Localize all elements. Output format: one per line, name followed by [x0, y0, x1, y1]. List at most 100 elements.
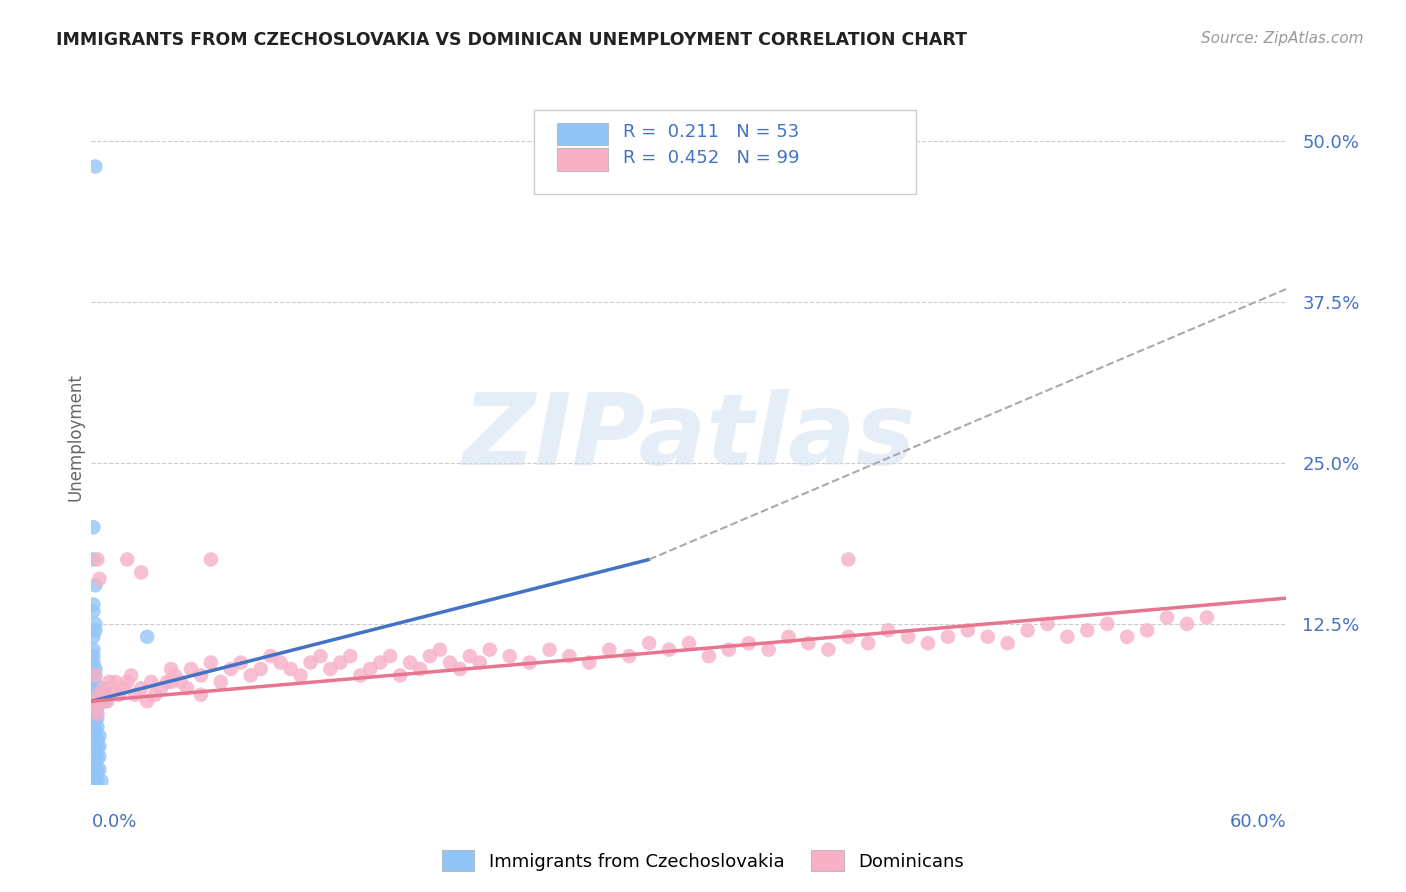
Point	[115, 674, 138, 689]
Point	[249, 662, 271, 676]
Point	[877, 624, 900, 638]
Point	[1056, 630, 1078, 644]
Point	[82, 716, 104, 731]
Point	[136, 694, 159, 708]
Point	[837, 552, 859, 566]
Point	[190, 668, 212, 682]
Point	[94, 694, 117, 708]
Point	[299, 656, 322, 670]
Point	[319, 662, 342, 676]
Text: IMMIGRANTS FROM CZECHOSLOVAKIA VS DOMINICAN UNEMPLOYMENT CORRELATION CHART: IMMIGRANTS FROM CZECHOSLOVAKIA VS DOMINI…	[56, 31, 967, 49]
Point	[778, 630, 800, 644]
Point	[98, 674, 121, 689]
Point	[817, 642, 839, 657]
Point	[120, 668, 142, 682]
Point	[86, 720, 108, 734]
Point	[176, 681, 198, 696]
Point	[619, 649, 641, 664]
Point	[89, 739, 111, 754]
Point	[329, 656, 352, 670]
Point	[1036, 616, 1059, 631]
Point	[190, 688, 212, 702]
Text: Source: ZipAtlas.com: Source: ZipAtlas.com	[1201, 31, 1364, 46]
Point	[82, 707, 104, 722]
Point	[160, 674, 183, 689]
Point	[86, 700, 108, 714]
Point	[100, 681, 122, 696]
Point	[82, 604, 104, 618]
Point	[449, 662, 471, 676]
Point	[82, 755, 104, 769]
FancyBboxPatch shape	[558, 122, 607, 145]
Point	[519, 656, 541, 670]
Point	[678, 636, 700, 650]
Point	[84, 758, 107, 772]
Point	[270, 656, 292, 670]
Point	[638, 636, 661, 650]
Point	[82, 694, 104, 708]
Point	[1156, 610, 1178, 624]
Point	[129, 566, 152, 580]
Point	[90, 694, 112, 708]
Point	[1116, 630, 1139, 644]
Point	[84, 737, 107, 751]
Point	[239, 668, 262, 682]
Point	[86, 732, 108, 747]
Point	[209, 674, 232, 689]
Point	[349, 668, 371, 682]
Point	[86, 742, 108, 756]
Text: 0.0%: 0.0%	[91, 813, 136, 830]
Point	[124, 688, 146, 702]
Text: R =  0.452   N = 99: R = 0.452 N = 99	[623, 149, 800, 167]
Point	[1175, 616, 1198, 631]
Point	[538, 642, 561, 657]
Point	[429, 642, 451, 657]
Point	[115, 552, 138, 566]
Point	[84, 668, 107, 682]
Point	[90, 774, 112, 789]
Point	[84, 703, 107, 717]
Point	[399, 656, 422, 670]
Point	[84, 770, 107, 784]
Point	[339, 649, 361, 664]
Point	[136, 630, 159, 644]
Point	[82, 698, 104, 712]
Point	[229, 656, 252, 670]
Point	[1195, 610, 1218, 624]
Point	[104, 674, 127, 689]
Point	[89, 688, 111, 702]
Point	[86, 552, 108, 566]
Point	[758, 642, 780, 657]
Point	[82, 674, 104, 689]
Point	[378, 649, 402, 664]
Point	[280, 662, 302, 676]
Point	[84, 160, 107, 174]
Point	[290, 668, 312, 682]
Point	[1136, 624, 1159, 638]
Point	[84, 668, 107, 682]
Point	[917, 636, 939, 650]
Point	[1017, 624, 1039, 638]
Point	[837, 630, 859, 644]
FancyBboxPatch shape	[534, 110, 917, 194]
Point	[84, 777, 107, 791]
Text: R =  0.211   N = 53: R = 0.211 N = 53	[623, 123, 800, 141]
Point	[200, 552, 222, 566]
Point	[93, 681, 115, 696]
Point	[82, 598, 104, 612]
Point	[108, 688, 131, 702]
FancyBboxPatch shape	[558, 148, 607, 170]
Point	[697, 649, 720, 664]
Point	[93, 681, 115, 696]
Point	[170, 674, 193, 689]
Point	[84, 700, 107, 714]
Point	[1076, 624, 1098, 638]
Point	[498, 649, 520, 664]
Text: ZIPatlas: ZIPatlas	[463, 389, 915, 485]
Point	[259, 649, 281, 664]
Point	[156, 674, 179, 689]
Legend: Immigrants from Czechoslovakia, Dominicans: Immigrants from Czechoslovakia, Dominica…	[434, 843, 972, 879]
Point	[737, 636, 759, 650]
Point	[84, 723, 107, 738]
Point	[163, 668, 186, 682]
